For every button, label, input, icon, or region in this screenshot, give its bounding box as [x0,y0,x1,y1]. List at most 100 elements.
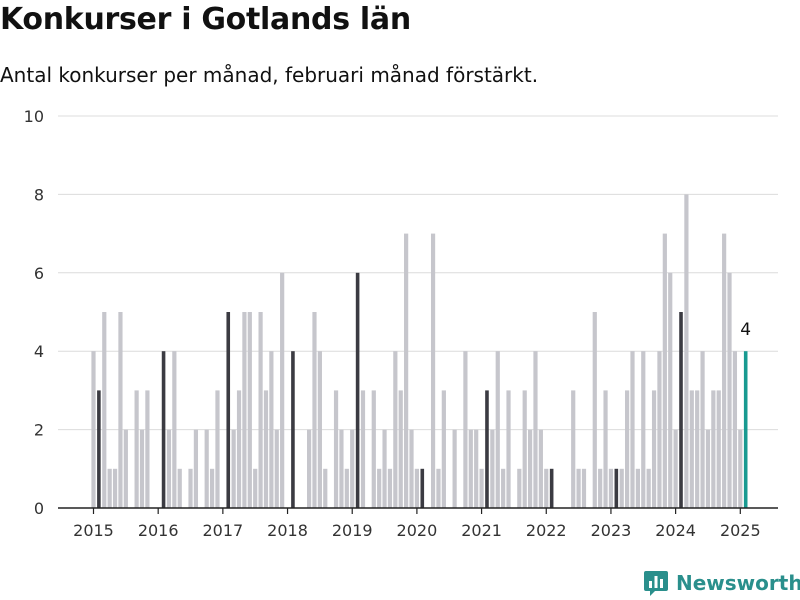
bar [209,468,215,508]
y-tick-label: 8 [34,185,44,204]
bar [522,390,527,508]
y-tick-label: 4 [34,342,44,361]
bar [339,429,344,508]
chart-title: Konkurser i Gotlands län [0,2,411,37]
bar [258,312,263,508]
brand-name: Newsworthy [676,571,800,595]
bar [657,351,662,508]
bar [317,351,322,508]
bar [166,429,172,508]
bar [673,429,678,508]
bar [695,390,700,508]
bar [625,390,630,508]
bar [231,429,236,508]
bar [592,312,597,508]
y-tick-label: 6 [34,264,44,283]
bar [705,429,711,508]
bar [619,468,624,508]
bar [414,468,419,508]
x-tick-label: 2024 [655,521,696,540]
bar [474,429,479,508]
bar [700,351,705,508]
bar [576,468,581,508]
bar [630,351,635,508]
bar [350,429,355,508]
bar [377,468,382,508]
bar [247,312,252,508]
bar [727,272,732,508]
x-axis [58,507,778,514]
bar [123,429,128,508]
y-tick-label: 2 [34,421,44,440]
bar [91,351,96,508]
bar [360,390,366,508]
x-tick-label: 2019 [332,521,373,540]
bar [409,429,414,508]
bar [177,468,182,508]
bar [291,351,295,508]
bar [139,429,145,508]
bar [371,390,376,508]
x-tick-label: 2018 [267,521,308,540]
bar [517,468,522,508]
bar [112,468,118,508]
bar [581,468,587,508]
bar [527,429,533,508]
bar [382,429,387,508]
bar [533,351,538,508]
bar [662,233,667,508]
bar [333,390,339,508]
bar [614,468,619,508]
bar [571,390,576,508]
bar [598,468,603,508]
bar [468,429,473,508]
x-tick-label: 2017 [203,521,244,540]
bars [91,194,748,508]
bar [479,468,484,508]
bar [263,390,269,508]
bar [236,390,242,508]
bar [387,468,393,508]
x-tick-label: 2022 [526,521,567,540]
bar [549,468,554,508]
bar [307,429,312,508]
bar [242,312,247,508]
bar [107,468,112,508]
bar [97,390,101,508]
chart-subtitle: Antal konkurser per månad, februari måna… [0,63,539,87]
bar [463,351,468,508]
bar [344,468,349,508]
x-tick-label: 2023 [591,521,632,540]
bar [679,312,683,508]
bar [635,468,640,508]
bar [193,429,199,508]
bar [323,468,328,508]
bar-chart: 0 2 4 6 8 10 2015 2016 2017 2018 2019 2020 2021 2022 2… [24,107,778,540]
bar [355,272,360,508]
bar [506,390,511,508]
bar [689,390,694,508]
bar [452,429,457,508]
bar [269,351,274,508]
bar [603,390,608,508]
bar [743,351,748,508]
x-tick-label: 2016 [138,521,179,540]
bar [490,429,495,508]
bar [280,272,285,508]
bar [215,390,220,508]
bar [393,351,398,508]
bar [312,312,317,508]
bar [641,351,646,508]
x-tick-label: 2021 [461,521,502,540]
bar [188,468,193,508]
bar [544,468,549,508]
bar [204,429,209,508]
bar [274,429,279,508]
x-tick-label: 2015 [73,521,114,540]
bar [441,390,446,508]
bar [538,429,543,508]
x-tick-label: 2025 [720,521,761,540]
labels: 0 2 4 6 8 10 2015 2016 2017 2018 2019 2020 2021 2022 2… [24,107,761,540]
bar [161,351,166,508]
bar [501,468,506,508]
